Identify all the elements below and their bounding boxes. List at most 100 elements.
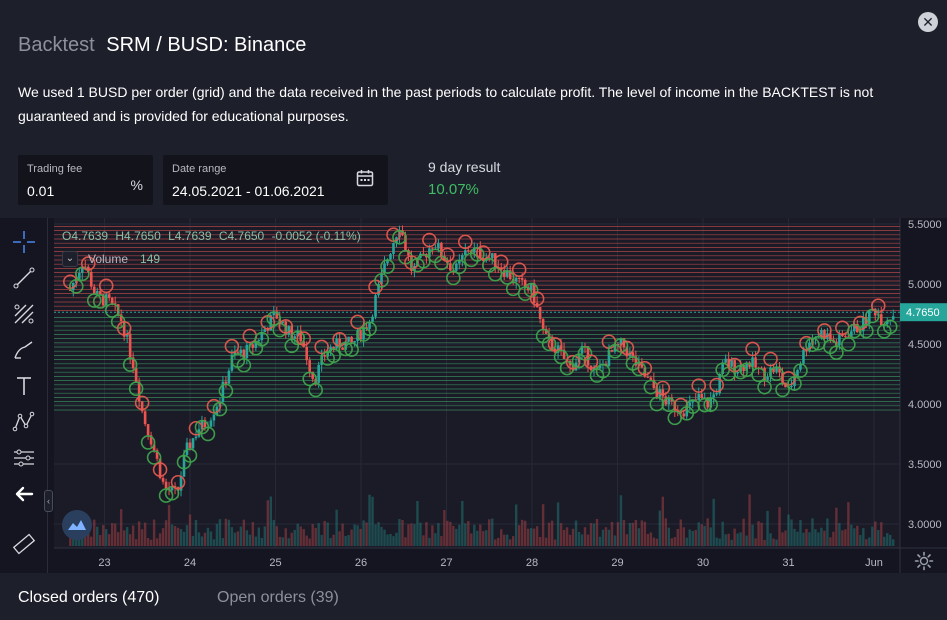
candle-body	[879, 314, 883, 326]
volume-bar	[332, 534, 335, 546]
candle-body	[98, 291, 102, 295]
volume-bar	[227, 519, 231, 546]
volume-bar	[473, 524, 476, 546]
volume-bar	[416, 500, 419, 546]
sell-order-marker	[152, 462, 168, 477]
close-button[interactable]: ✕	[918, 12, 938, 32]
candle-body	[191, 438, 195, 449]
volume-bar	[832, 531, 835, 546]
volume-bar	[125, 527, 129, 546]
candle-body	[368, 321, 371, 329]
candle-body	[437, 242, 440, 249]
x-tick-label: 24	[184, 557, 196, 569]
volume-bar	[287, 538, 290, 546]
candle-body	[203, 419, 207, 428]
candle-body	[92, 286, 96, 294]
brush-tool[interactable]	[10, 336, 38, 364]
ruler-tool[interactable]	[10, 530, 38, 558]
candle-body	[215, 406, 219, 415]
tab-closed-orders[interactable]: Closed orders (470)	[18, 589, 160, 606]
volume-bar	[75, 538, 78, 546]
volume-bar	[691, 530, 694, 546]
trend-line-tool[interactable]	[10, 264, 38, 292]
candle-body	[841, 334, 844, 337]
volume-bar	[670, 538, 673, 546]
volume-bar	[679, 519, 682, 546]
candle-body	[140, 401, 144, 412]
measure-tool[interactable]	[10, 444, 38, 472]
ruler-icon	[12, 533, 36, 555]
crosshair-tool[interactable]	[10, 228, 38, 256]
candle-body	[844, 336, 847, 338]
candle-body	[458, 259, 461, 264]
tab-open-orders[interactable]: Open orders (39)	[217, 589, 339, 606]
sell-order-marker	[134, 395, 150, 411]
tradingview-logo-icon[interactable]	[62, 510, 92, 540]
candle-body	[885, 320, 889, 325]
toolbar-collapse-handle[interactable]: ‹	[44, 490, 53, 512]
candle-body	[652, 379, 656, 388]
volume-bar	[281, 537, 284, 546]
calendar-icon[interactable]	[356, 169, 374, 187]
candle-body	[631, 352, 635, 357]
chart-canvas[interactable]: 23 24 25 26 27 28 29 30 31 Jun 5.5000 5.0000 4.5000 4…	[0, 218, 947, 573]
trading-fee-field[interactable]: Trading fee 0.01 %	[18, 155, 153, 205]
candle-body	[772, 367, 775, 372]
volume-bar	[215, 523, 219, 546]
candle-body	[69, 290, 72, 291]
volume-bar	[116, 532, 120, 546]
candle-body	[392, 243, 395, 255]
date-range-value[interactable]: 24.05.2021 - 01.06.2021	[172, 183, 325, 199]
text-tool[interactable]	[10, 372, 38, 400]
pitchfork-tool[interactable]	[10, 300, 38, 328]
candle-body	[625, 347, 629, 357]
settings-gear-icon[interactable]	[914, 551, 934, 571]
candle-body	[182, 454, 186, 477]
sell-order-marker	[440, 247, 455, 263]
date-range-field[interactable]: Date range 24.05.2021 - 01.06.2021	[163, 155, 388, 205]
pattern-tool[interactable]	[10, 408, 38, 436]
volume-bar	[538, 536, 542, 546]
candle-body	[733, 360, 736, 374]
buy-order-marker	[697, 397, 713, 413]
volume-bar	[305, 535, 308, 546]
volume-bar	[122, 530, 126, 546]
volume-bar	[299, 526, 302, 546]
candle-body	[389, 254, 392, 260]
volume-bar	[467, 521, 470, 546]
trading-fee-value[interactable]: 0.01	[27, 183, 55, 199]
volume-bar	[422, 535, 425, 546]
volume-bar	[850, 524, 853, 546]
candle-body	[236, 352, 240, 354]
back-tool[interactable]	[10, 480, 38, 508]
volume-bar	[793, 528, 796, 546]
candle-body	[188, 442, 192, 449]
volume-bar	[559, 523, 563, 546]
description-text: We used 1 BUSD per order (grid) and the …	[18, 84, 874, 124]
buy-order-marker	[499, 270, 515, 285]
volume-bar	[476, 530, 479, 546]
volume-bar	[419, 522, 422, 546]
candle-body	[523, 279, 527, 287]
volume-bar	[541, 504, 545, 546]
volume-bar	[763, 539, 766, 546]
candle-body	[820, 330, 823, 336]
buy-order-marker	[290, 330, 306, 346]
buy-order-marker	[631, 361, 647, 377]
candle-body	[646, 376, 650, 378]
volume-bar	[781, 532, 784, 546]
volume-bar	[386, 534, 389, 546]
volume-bar	[802, 532, 805, 546]
candle-body	[805, 349, 808, 352]
volume-bar	[245, 530, 249, 546]
x-tick-label: 23	[98, 557, 110, 569]
candle-body	[867, 310, 871, 324]
volume-bar	[694, 529, 697, 546]
sell-order-marker	[637, 360, 653, 376]
volume-bar	[784, 530, 787, 546]
volume-bar	[464, 523, 467, 546]
volume-bar	[425, 522, 428, 546]
measure-icon	[14, 449, 34, 467]
chevron-down-icon[interactable]: ⌄	[62, 251, 78, 267]
price-chart[interactable]: 23 24 25 26 27 28 29 30 31 Jun 5.5000 5.0000 4.5000 4…	[0, 218, 947, 573]
